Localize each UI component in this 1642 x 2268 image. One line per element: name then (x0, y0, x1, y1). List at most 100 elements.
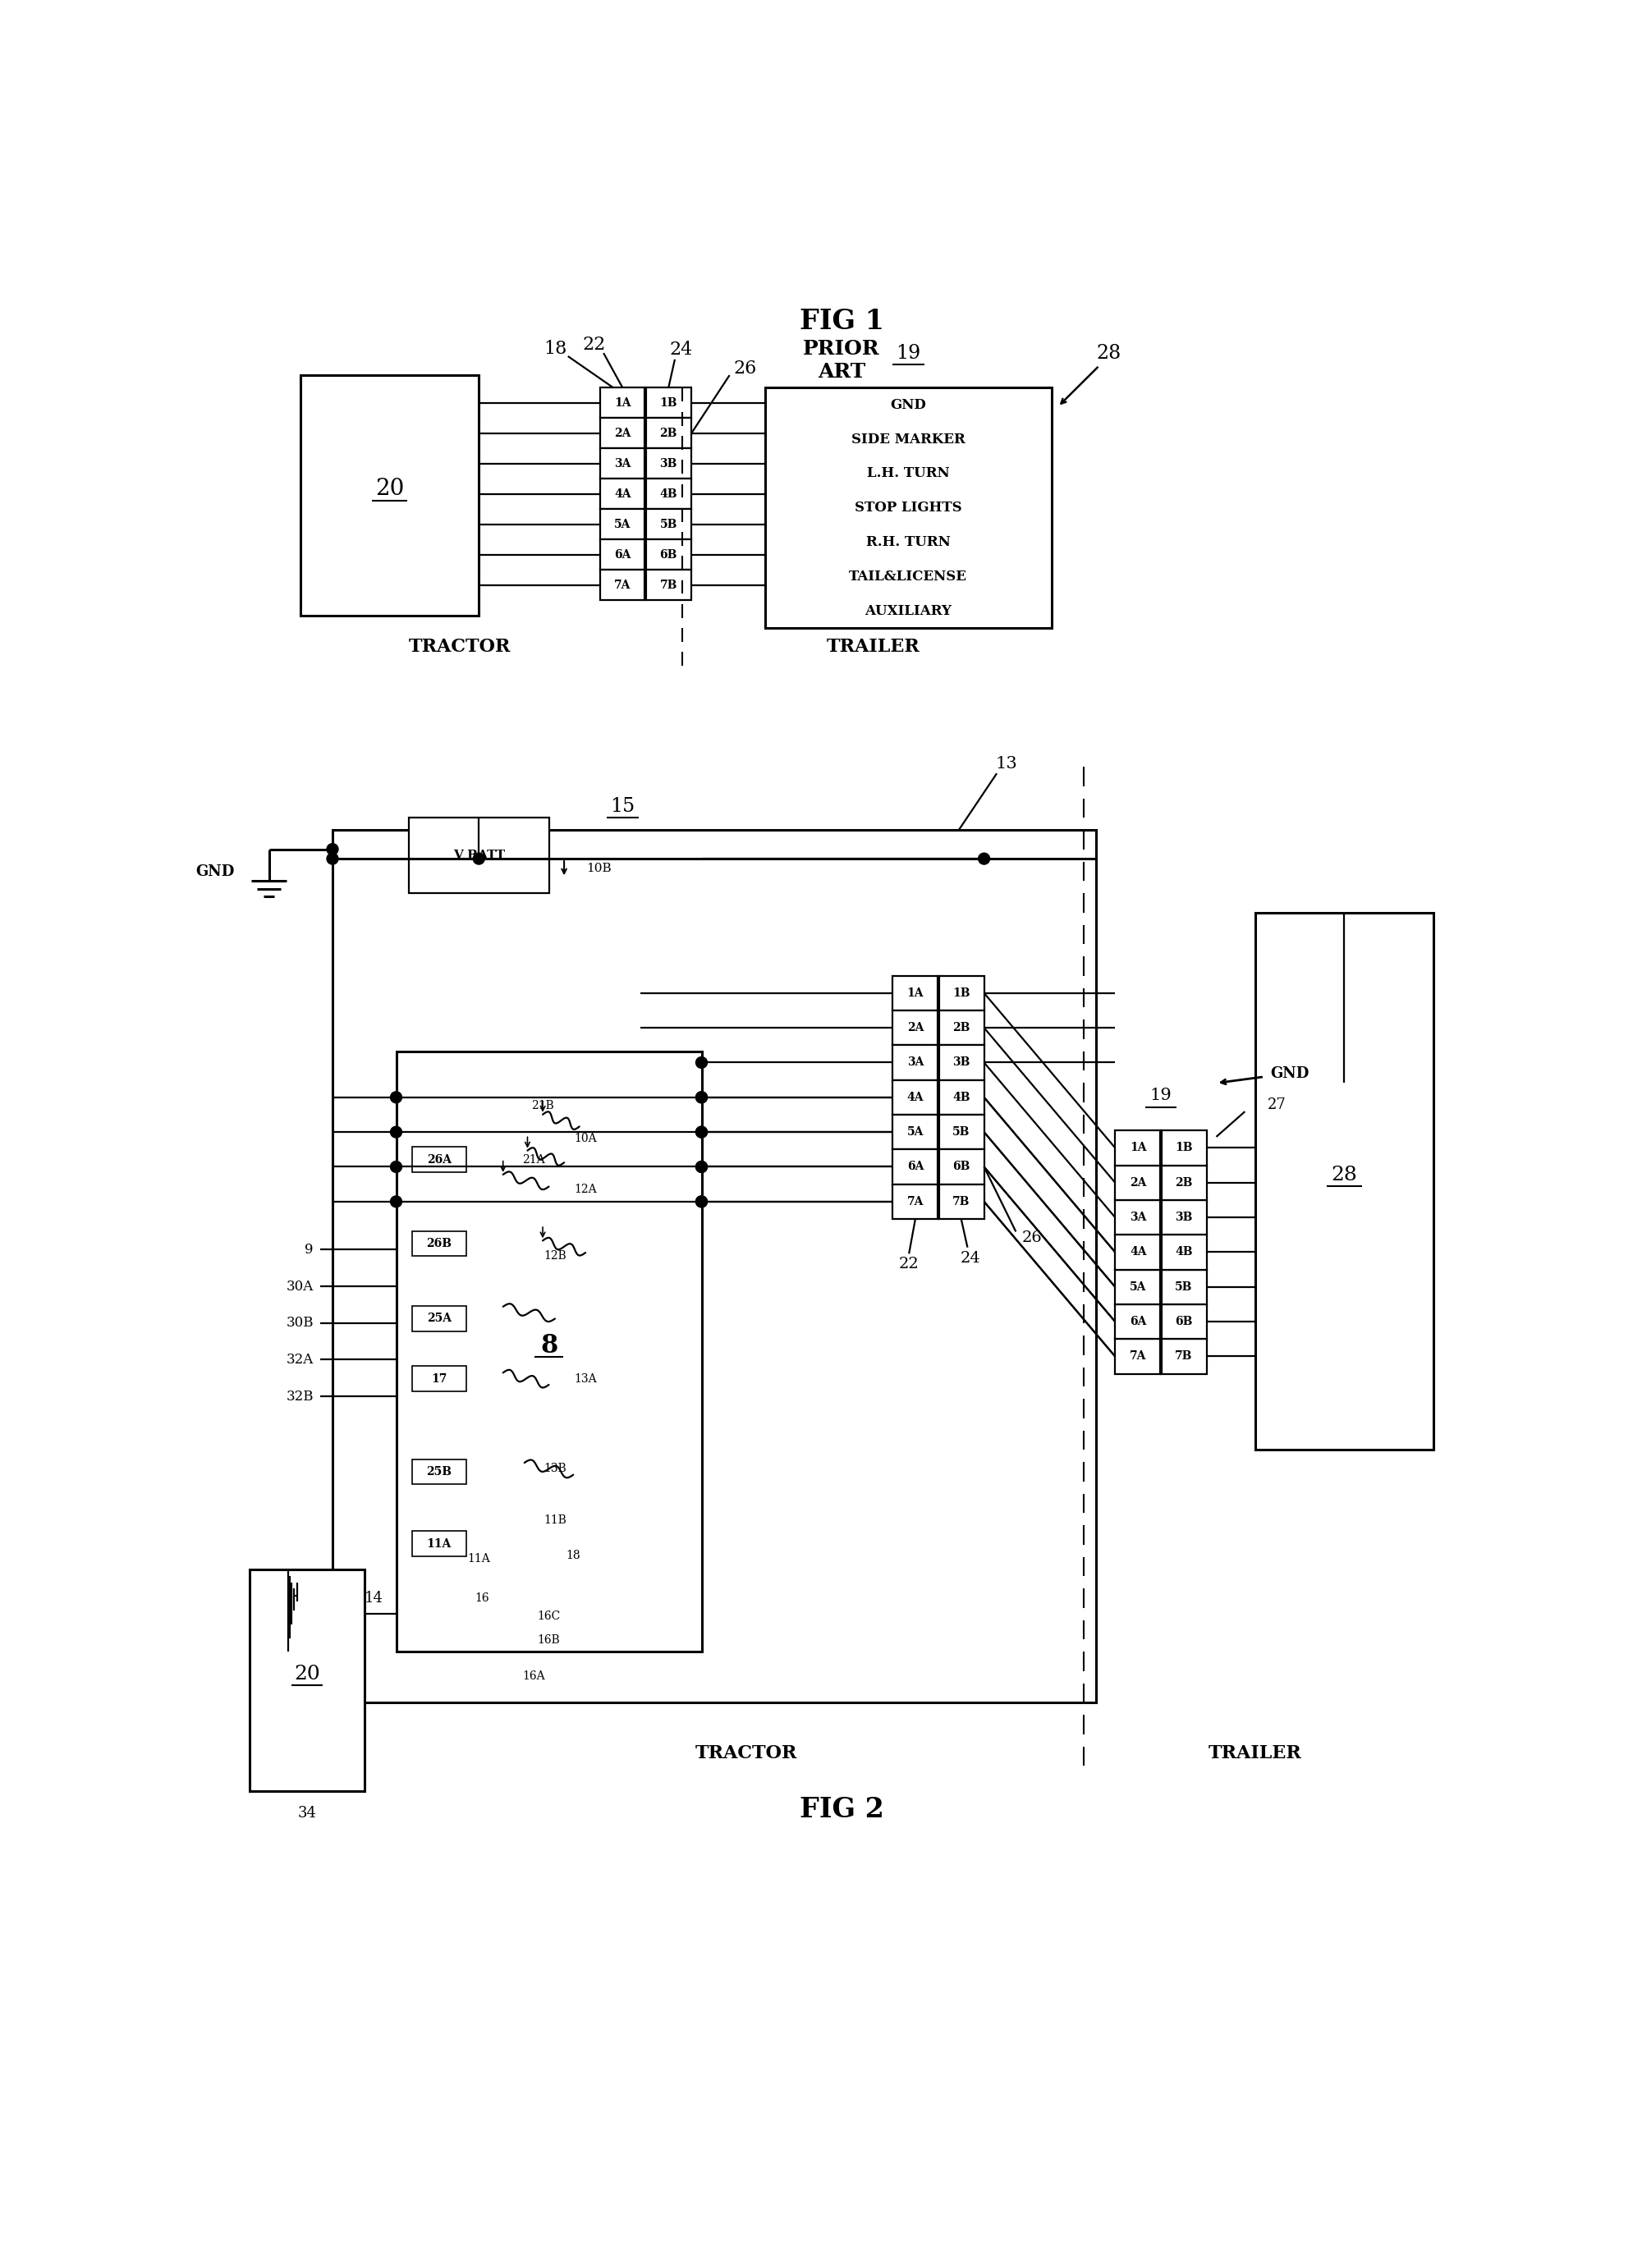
Bar (938, 1080, 984, 1114)
Text: 16C: 16C (537, 1610, 560, 1622)
Text: 22: 22 (583, 336, 606, 354)
Text: 5B: 5B (952, 1127, 970, 1139)
Circle shape (696, 1057, 708, 1068)
Bar (893, 1080, 938, 1114)
Text: 2A: 2A (614, 429, 631, 440)
Text: 26: 26 (734, 361, 757, 379)
Text: 7A: 7A (906, 1195, 924, 1207)
Text: 4B: 4B (952, 1091, 970, 1102)
Text: FIG 2: FIG 2 (800, 1796, 883, 1823)
Text: 34: 34 (297, 1805, 317, 1821)
Text: 3A: 3A (1130, 1211, 1146, 1222)
Text: 26: 26 (1021, 1232, 1043, 1245)
Bar (412, 1232, 466, 1256)
Bar (893, 1114, 938, 1150)
Text: 14: 14 (365, 1590, 383, 1606)
Bar (599, 479, 645, 510)
Bar (645, 569, 691, 601)
Circle shape (696, 1127, 708, 1139)
Text: 2B: 2B (952, 1023, 970, 1034)
Bar (645, 417, 691, 449)
Circle shape (696, 1091, 708, 1102)
Bar (412, 1148, 466, 1173)
Bar (645, 479, 691, 510)
Text: R.H. TURN: R.H. TURN (867, 535, 951, 549)
Bar (645, 449, 691, 479)
Text: 2B: 2B (660, 429, 677, 440)
Text: 5B: 5B (660, 519, 677, 531)
Circle shape (696, 1161, 708, 1173)
Bar (893, 1184, 938, 1218)
Text: 22: 22 (898, 1256, 920, 1272)
Text: V BATT: V BATT (453, 850, 504, 862)
Text: 4B: 4B (660, 488, 677, 499)
Bar (396, 1052, 701, 1651)
Text: 20: 20 (294, 1665, 320, 1683)
Bar (1115, 1270, 1161, 1304)
Bar (938, 1150, 984, 1184)
Text: 32A: 32A (286, 1352, 314, 1368)
Text: GND: GND (195, 864, 235, 878)
Text: 26B: 26B (427, 1238, 452, 1250)
Text: 26A: 26A (427, 1154, 452, 1166)
Circle shape (473, 853, 484, 864)
Text: 18: 18 (544, 340, 566, 358)
Text: 8: 8 (540, 1334, 558, 1359)
Bar (412, 1531, 466, 1556)
Text: 6A: 6A (614, 549, 631, 560)
Text: 12A: 12A (575, 1184, 596, 1195)
Text: 6B: 6B (952, 1161, 970, 1173)
Text: TRACTOR: TRACTOR (695, 1744, 796, 1762)
Text: 9: 9 (305, 1243, 314, 1256)
Text: 24: 24 (670, 340, 693, 358)
Bar (599, 417, 645, 449)
Text: 10B: 10B (586, 862, 612, 873)
Bar (893, 1012, 938, 1046)
Text: 3B: 3B (952, 1057, 970, 1068)
Text: 7A: 7A (1130, 1352, 1146, 1363)
Text: 4A: 4A (906, 1091, 924, 1102)
Text: 18: 18 (566, 1549, 581, 1563)
Bar (645, 510, 691, 540)
Bar (412, 1365, 466, 1390)
Text: 7A: 7A (614, 578, 631, 590)
Text: 28: 28 (1097, 345, 1121, 363)
Bar (599, 388, 645, 417)
Text: 24: 24 (961, 1250, 980, 1266)
Bar (938, 1114, 984, 1150)
Bar (893, 1046, 938, 1080)
Circle shape (391, 1195, 402, 1207)
Bar (1161, 1304, 1207, 1338)
Bar (1115, 1200, 1161, 1234)
Text: 7B: 7B (660, 578, 677, 590)
Circle shape (696, 1091, 708, 1102)
Bar (893, 975, 938, 1012)
Text: 7B: 7B (1176, 1352, 1192, 1363)
Text: 28: 28 (1332, 1166, 1358, 1184)
Bar (645, 540, 691, 569)
Bar (1161, 1129, 1207, 1166)
Text: 6B: 6B (1176, 1315, 1192, 1327)
Text: 10A: 10A (575, 1132, 596, 1145)
Circle shape (327, 844, 338, 855)
Text: 19: 19 (897, 345, 921, 363)
Bar (599, 540, 645, 569)
Text: 13: 13 (995, 755, 1018, 771)
Text: 12B: 12B (544, 1250, 566, 1261)
Text: 21A: 21A (522, 1154, 545, 1166)
Text: 1A: 1A (1130, 1143, 1146, 1154)
Text: TAIL&LICENSE: TAIL&LICENSE (849, 569, 967, 583)
Text: 11A: 11A (468, 1554, 489, 1565)
Bar (412, 1306, 466, 1331)
Text: 16A: 16A (522, 1669, 545, 1681)
Text: GND: GND (1269, 1066, 1309, 1082)
Bar (645, 388, 691, 417)
Text: 25B: 25B (427, 1465, 452, 1476)
Text: PRIOR: PRIOR (803, 338, 880, 358)
Text: 2A: 2A (906, 1023, 924, 1034)
Text: 6B: 6B (660, 549, 677, 560)
Bar (938, 975, 984, 1012)
Text: 19: 19 (1149, 1089, 1172, 1105)
Text: 5A: 5A (1130, 1281, 1146, 1293)
Circle shape (696, 1195, 708, 1207)
